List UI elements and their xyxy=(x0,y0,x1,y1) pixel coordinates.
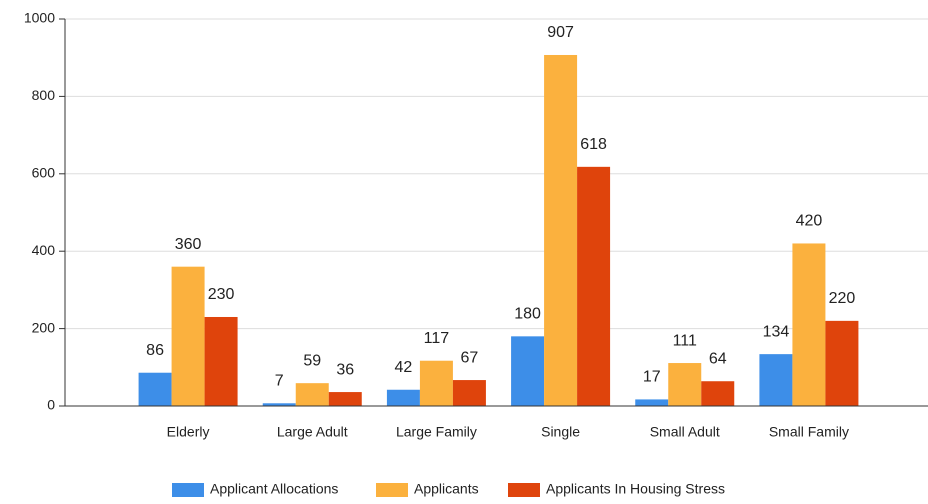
bar xyxy=(386,389,420,406)
bar xyxy=(792,243,826,406)
data-label: 230 xyxy=(208,286,235,303)
bar xyxy=(544,54,578,407)
x-tick-label: Elderly xyxy=(167,424,210,440)
x-tick-label: Small Adult xyxy=(650,424,720,440)
data-label: 42 xyxy=(395,359,413,376)
legend-label: Applicants In Housing Stress xyxy=(546,481,725,497)
data-label: 618 xyxy=(580,136,607,153)
data-label: 180 xyxy=(514,306,541,323)
data-label: 134 xyxy=(763,323,790,340)
data-label: 117 xyxy=(424,330,450,347)
bar xyxy=(825,320,859,406)
data-label: 64 xyxy=(709,350,727,367)
y-tick-label: 1000 xyxy=(24,10,55,26)
data-label: 67 xyxy=(461,349,479,366)
legend-swatch xyxy=(508,483,540,497)
y-tick-label: 200 xyxy=(32,319,56,335)
bar xyxy=(452,380,486,406)
x-tick-label: Small Family xyxy=(769,424,849,440)
y-tick-label: 400 xyxy=(32,242,56,258)
data-label: 86 xyxy=(146,342,164,359)
data-label: 220 xyxy=(829,290,856,307)
bar xyxy=(759,354,793,406)
bar xyxy=(138,372,172,406)
data-label: 7 xyxy=(275,373,284,390)
y-tick-label: 600 xyxy=(32,165,56,181)
y-tick-label: 0 xyxy=(47,397,55,413)
data-label: 59 xyxy=(303,352,321,369)
data-label: 907 xyxy=(547,24,574,41)
bar xyxy=(295,383,329,406)
bar xyxy=(204,316,238,406)
bar xyxy=(419,360,453,406)
y-tick-label: 800 xyxy=(32,87,56,103)
data-label: 360 xyxy=(175,236,202,253)
legend-label: Applicants xyxy=(414,481,479,497)
legend-swatch xyxy=(376,483,408,497)
x-tick-label: Single xyxy=(541,424,580,440)
x-tick-label: Large Adult xyxy=(277,424,348,440)
bar xyxy=(262,403,296,406)
data-label: 420 xyxy=(796,213,823,230)
legend-swatch xyxy=(172,483,204,497)
bar xyxy=(701,381,735,406)
bar xyxy=(577,166,611,406)
data-label: 111 xyxy=(673,332,697,349)
x-tick-label: Large Family xyxy=(396,424,477,440)
bar xyxy=(511,336,545,406)
legend-label: Applicant Allocations xyxy=(210,481,338,497)
data-label: 36 xyxy=(336,361,354,378)
bar xyxy=(668,363,702,406)
bar xyxy=(328,392,362,406)
data-label: 17 xyxy=(643,369,661,386)
bar xyxy=(635,399,669,406)
bar xyxy=(171,266,205,406)
